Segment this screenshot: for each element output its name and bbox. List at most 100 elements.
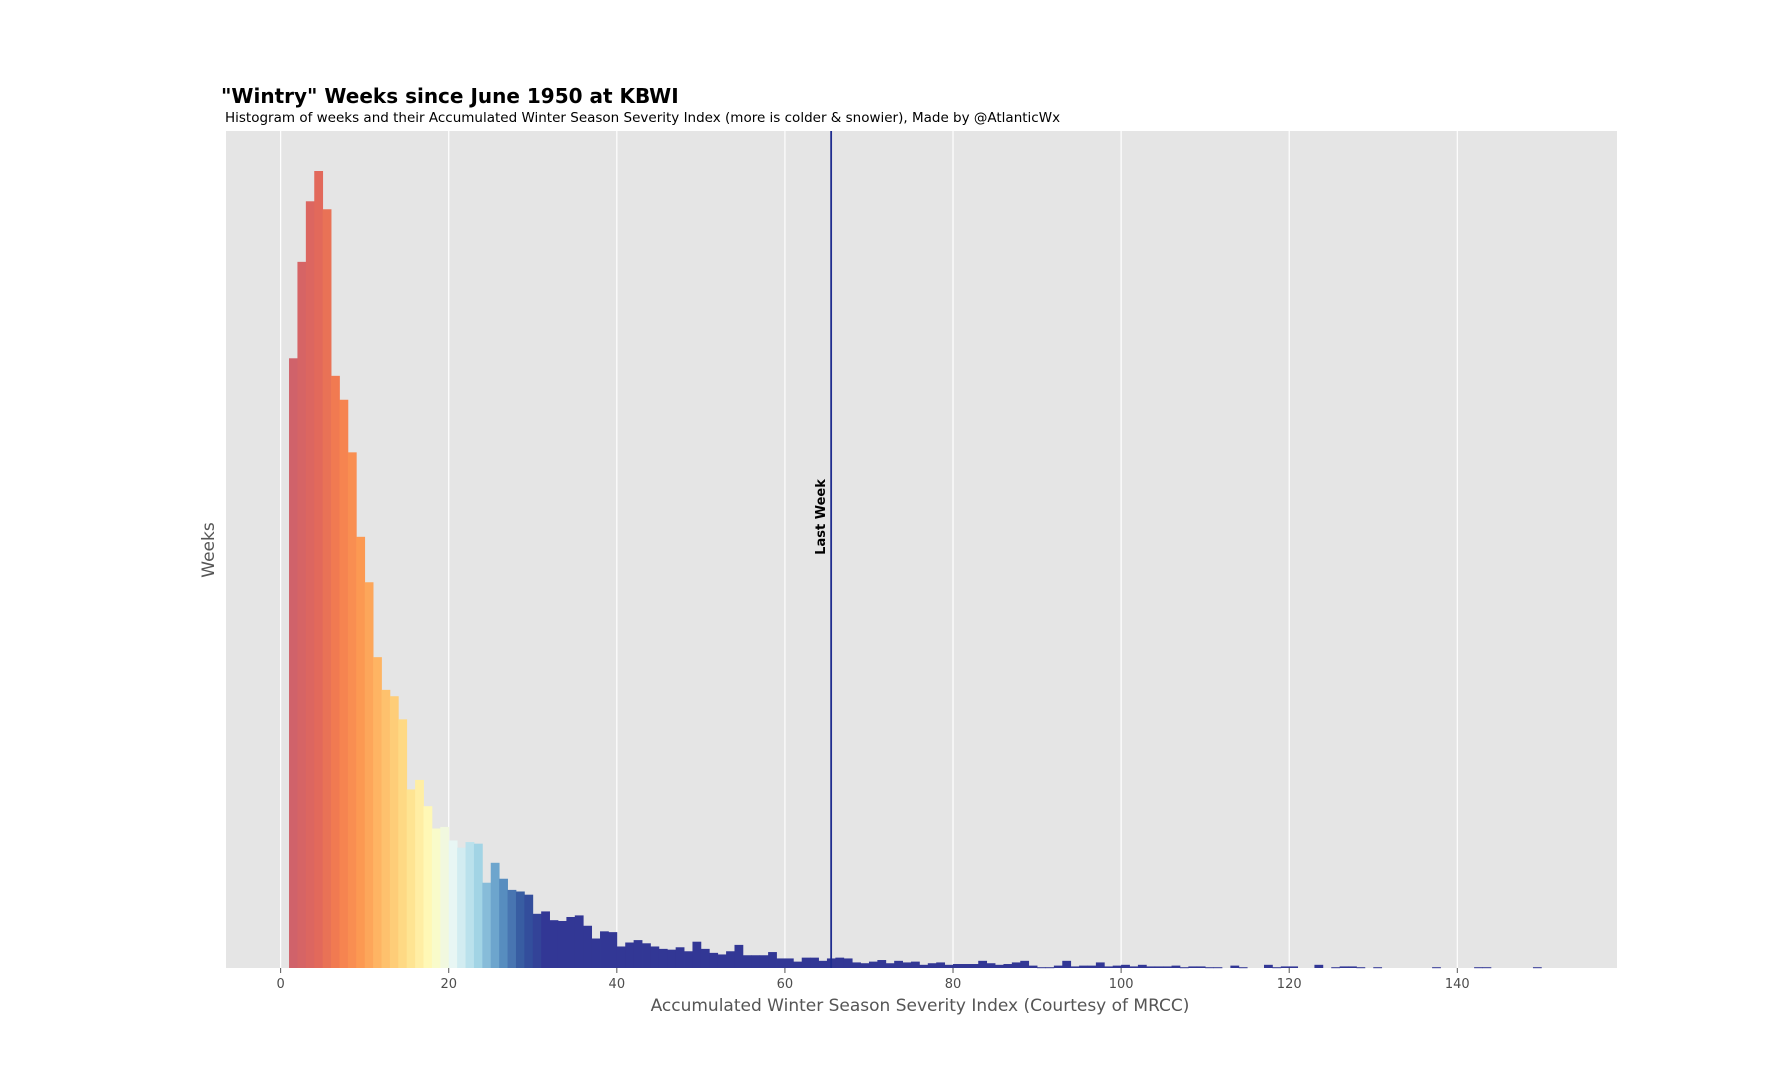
histogram-bar [373,657,382,968]
histogram-bar [1037,967,1046,969]
chart-subtitle: Histogram of weeks and their Accumulated… [225,110,1061,126]
chart-title: "Wintry" Weeks since June 1950 at KBWI [221,84,679,108]
histogram-bar [1129,966,1139,968]
histogram-bar [1104,966,1114,968]
histogram-bar [608,932,618,968]
histogram-bar [726,951,735,968]
x-tick-label: 40 [609,977,626,992]
histogram-bar [339,399,349,968]
histogram-bar [457,847,466,968]
histogram-bar [1020,960,1030,968]
histogram-bar [389,696,399,968]
grid-lines [280,131,1458,968]
histogram-bar [381,689,391,968]
x-tick-label: 140 [1445,977,1470,992]
histogram-bar [600,931,609,968]
histogram-bar [1432,967,1441,969]
histogram-bar [1062,960,1072,968]
x-tick-label: 0 [276,977,284,992]
histogram-bar [1373,967,1383,969]
histogram-bar [700,948,710,968]
histogram-bar [961,964,971,968]
histogram-bar [776,958,786,968]
histogram-bar [1474,967,1483,969]
histogram-bar [818,960,828,968]
histogram-bar [524,894,534,968]
histogram-bar [835,957,845,968]
histogram-bar [1028,965,1038,968]
histogram-bar [1070,966,1080,968]
histogram-bar [936,962,946,968]
histogram-bar [1213,967,1223,969]
histogram-bar [684,951,693,968]
histogram-bar [322,209,332,968]
histogram-bar [953,964,962,968]
histogram-bar [1053,965,1063,968]
histogram-bar [1196,966,1206,968]
histogram-bar [734,944,744,968]
histogram-bar [364,582,374,968]
histogram-bar [1272,967,1282,969]
histogram-bar [1112,965,1122,968]
histogram-bar [919,964,929,968]
histogram-bar [969,964,979,968]
histogram-bar [852,962,861,968]
histogram-bar [473,843,483,968]
histogram-bar [1003,964,1013,968]
histogram-bar [860,963,870,968]
histogram-bar [986,963,996,968]
histogram-bar [642,943,651,968]
histogram-bar [810,957,819,968]
histogram-bar [1314,964,1324,968]
histogram-bar [1356,967,1366,969]
histogram-bar [465,842,475,968]
histogram-bar [1146,966,1156,968]
histogram-bar [591,938,601,968]
histogram-bar [675,947,685,968]
y-axis-label: Weeks [199,522,219,578]
histogram-bar [1011,962,1021,968]
histogram-bar [692,941,702,968]
last-week-label: Last Week [814,479,829,555]
histogram-bar [1205,967,1214,969]
histogram-bar [448,840,458,968]
histogram-bar [1095,962,1105,968]
histogram-bar [423,806,433,968]
histogram-bar [1045,967,1055,969]
histogram-bar [398,719,408,968]
histogram-bar [356,536,366,968]
histogram-bar [415,779,424,968]
histogram-bar [667,949,677,968]
histogram-bar [902,962,912,968]
x-axis-ticks: 0 20 40 60 80 100 120 140 [276,968,1470,992]
histogram-bar [1087,965,1097,968]
histogram-bar [507,889,517,968]
histogram-bar [1289,966,1299,968]
histogram-bar [431,828,441,968]
histogram-bar [793,961,803,968]
histogram-bar [768,952,777,968]
histogram-bar [1264,964,1273,968]
histogram-bar [347,452,357,969]
histogram-bar [625,942,635,968]
histogram-bar [927,963,937,968]
histogram-bar [1331,967,1341,969]
histogram-bar [759,955,769,968]
histogram-bar [1348,966,1357,968]
histogram-bar [1137,964,1147,968]
histogram-bar [482,882,492,968]
histogram-bar [978,960,988,968]
histogram-bar [1238,967,1248,969]
histogram-bar [944,964,954,968]
histogram-bar [574,915,584,968]
histogram-bar [658,948,668,968]
histogram-bar [331,375,340,969]
histogram-bar [541,911,550,968]
histogram-bar [1171,965,1181,968]
histogram-bar [868,961,878,968]
histogram-bar [1121,964,1130,968]
x-tick-label: 100 [1109,977,1134,992]
histogram-bar [742,955,752,968]
histogram-bar [843,958,853,968]
